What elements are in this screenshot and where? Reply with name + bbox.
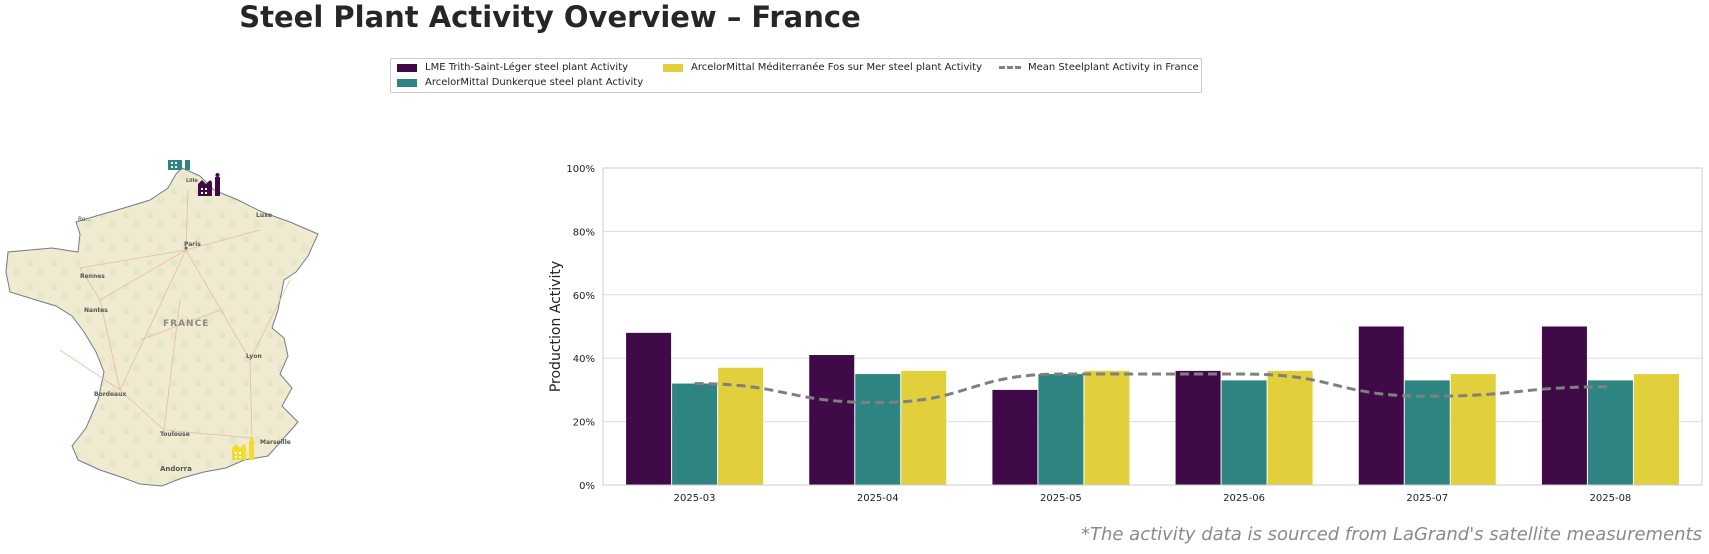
y-tick-label: 0% [579,481,595,492]
bar [1633,374,1679,485]
legend-swatch-fos [663,63,683,72]
bar [1038,374,1084,485]
bar [1358,326,1404,485]
legend-item-lme: LME Trith-Saint-Léger steel plant Activi… [397,62,628,73]
map-country-label: FRANCE [163,319,209,329]
france-map: Paris Rennes Nantes Lyon Bordeaux Toulou… [5,160,319,487]
x-tick-label: 2025-03 [674,493,716,504]
bar [992,389,1038,485]
bar [1175,370,1221,485]
x-tick-label: 2025-05 [1040,493,1082,504]
data-source-footnote: *The activity data is sourced from LaGra… [1080,524,1702,545]
bar [672,383,718,485]
legend-label-lme: LME Trith-Saint-Léger steel plant Activi… [425,62,629,73]
bar [1450,374,1496,485]
y-tick-label: 60% [573,291,595,302]
city-rouen: Ro… [78,216,92,223]
bar [1267,370,1313,485]
y-tick-label: 80% [573,227,595,238]
city-bordeaux: Bordeaux [94,391,126,398]
x-tick-label: 2025-07 [1406,493,1448,504]
city-marseille: Marseille [260,439,291,446]
legend-swatch-dunkerque [397,78,417,87]
france-outline [5,167,319,487]
factory-icon [198,173,220,196]
legend-label-dunkerque: ArcelorMittal Dunkerque steel plant Acti… [425,77,644,88]
city-lille: Lille [186,178,198,184]
city-rennes: Rennes [80,273,105,280]
city-andorra: Andorra [160,465,192,473]
bar [1404,380,1450,485]
chart-title: Steel Plant Activity Overview – France [239,0,861,34]
bar [855,374,901,485]
bar [1587,380,1633,485]
factory-icon [232,437,254,460]
road-network [59,189,291,439]
bar [1084,370,1130,485]
legend-item-fos: ArcelorMittal Méditerranée Fos sur Mer s… [663,62,982,73]
legend-item-mean: Mean Steelplant Activity in France [999,62,1199,73]
y-tick-label: 40% [573,354,595,365]
x-tick-label: 2025-04 [857,493,899,504]
legend-item-dunkerque: ArcelorMittal Dunkerque steel plant Acti… [397,77,643,88]
legend-swatch-lme [397,63,417,72]
city-luxe: Luxe [256,212,272,219]
bar [626,332,672,485]
bar [1221,380,1267,485]
city-paris: Paris [184,241,201,248]
y-tick-label: 20% [573,418,595,429]
mean-activity-line [694,372,1611,405]
x-tick-label: 2025-06 [1223,493,1265,504]
legend-swatch-mean [999,66,1021,69]
x-tick-label: 2025-08 [1590,493,1632,504]
legend-label-fos: ArcelorMittal Méditerranée Fos sur Mer s… [691,62,982,73]
y-tick-label: 100% [566,164,595,175]
y-axis-label: Production Activity [548,261,564,392]
factory-icon [168,160,190,170]
city-lyon: Lyon [246,353,262,360]
bar [901,370,947,485]
bar [1541,326,1587,485]
legend-label-mean: Mean Steelplant Activity in France [1028,62,1199,73]
city-nantes: Nantes [84,307,108,314]
chart-legend: LME Trith-Saint-Léger steel plant Activi… [390,58,1202,93]
bar [809,355,855,485]
city-toulouse: Toulouse [160,431,190,438]
